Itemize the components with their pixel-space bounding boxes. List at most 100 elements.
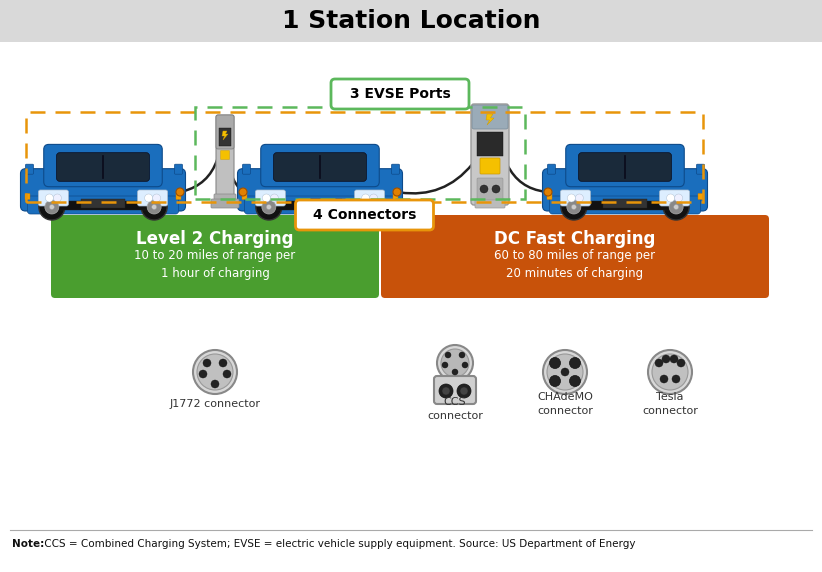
Circle shape (677, 359, 685, 367)
Circle shape (147, 200, 161, 214)
Circle shape (648, 350, 692, 394)
FancyBboxPatch shape (561, 190, 590, 206)
FancyBboxPatch shape (391, 164, 399, 174)
FancyBboxPatch shape (219, 128, 231, 146)
Text: 4 Connectors: 4 Connectors (313, 208, 416, 222)
FancyBboxPatch shape (547, 193, 552, 200)
FancyBboxPatch shape (295, 200, 433, 230)
Circle shape (543, 350, 587, 394)
FancyBboxPatch shape (480, 158, 500, 174)
Circle shape (219, 359, 227, 367)
Circle shape (570, 358, 580, 368)
Circle shape (437, 345, 473, 381)
FancyBboxPatch shape (434, 376, 476, 404)
Circle shape (45, 194, 53, 202)
Circle shape (442, 387, 450, 395)
Circle shape (211, 380, 219, 388)
Circle shape (655, 359, 663, 367)
FancyBboxPatch shape (39, 190, 68, 206)
Circle shape (203, 359, 211, 367)
FancyBboxPatch shape (578, 201, 672, 210)
Circle shape (567, 200, 581, 214)
Circle shape (452, 369, 458, 375)
FancyBboxPatch shape (472, 105, 508, 129)
FancyBboxPatch shape (137, 190, 168, 206)
Circle shape (544, 188, 552, 196)
Circle shape (669, 200, 683, 214)
FancyBboxPatch shape (354, 190, 385, 206)
FancyBboxPatch shape (698, 193, 703, 200)
FancyBboxPatch shape (659, 190, 690, 206)
Circle shape (480, 185, 488, 193)
FancyBboxPatch shape (477, 132, 503, 156)
FancyBboxPatch shape (566, 144, 684, 186)
Circle shape (561, 368, 569, 376)
FancyBboxPatch shape (176, 193, 181, 200)
Circle shape (570, 375, 580, 387)
Circle shape (547, 354, 583, 390)
Circle shape (368, 205, 374, 209)
Circle shape (262, 200, 276, 214)
FancyBboxPatch shape (57, 153, 150, 181)
Circle shape (575, 194, 584, 202)
FancyBboxPatch shape (475, 199, 505, 208)
FancyBboxPatch shape (51, 215, 379, 298)
Circle shape (492, 185, 500, 193)
FancyBboxPatch shape (0, 0, 822, 42)
FancyBboxPatch shape (273, 201, 367, 210)
Text: J1772 connector: J1772 connector (169, 399, 261, 409)
FancyBboxPatch shape (238, 169, 403, 211)
FancyBboxPatch shape (214, 194, 236, 203)
FancyBboxPatch shape (547, 164, 556, 174)
Circle shape (561, 194, 587, 220)
Text: DC Fast Charging: DC Fast Charging (494, 230, 656, 248)
FancyBboxPatch shape (21, 169, 186, 211)
Circle shape (441, 349, 469, 377)
Circle shape (270, 194, 279, 202)
Circle shape (53, 194, 62, 202)
Circle shape (197, 354, 233, 390)
Circle shape (266, 205, 271, 209)
Circle shape (362, 194, 370, 202)
FancyBboxPatch shape (261, 144, 379, 186)
Circle shape (567, 194, 575, 202)
FancyBboxPatch shape (216, 115, 234, 149)
Circle shape (49, 205, 54, 209)
FancyBboxPatch shape (242, 193, 247, 200)
Circle shape (364, 200, 378, 214)
FancyBboxPatch shape (174, 164, 182, 174)
FancyBboxPatch shape (393, 193, 398, 200)
Circle shape (45, 200, 59, 214)
FancyBboxPatch shape (44, 144, 162, 186)
Polygon shape (486, 114, 494, 125)
Circle shape (153, 194, 160, 202)
Circle shape (674, 205, 679, 209)
Circle shape (549, 358, 561, 368)
Circle shape (193, 350, 237, 394)
Circle shape (445, 352, 451, 358)
FancyBboxPatch shape (211, 199, 239, 208)
Text: CCS
connector: CCS connector (427, 398, 483, 420)
FancyBboxPatch shape (298, 199, 342, 208)
Circle shape (256, 194, 282, 220)
Circle shape (459, 352, 465, 358)
Circle shape (667, 194, 675, 202)
Text: 10 to 20 miles of range per
1 hour of charging: 10 to 20 miles of range per 1 hour of ch… (134, 248, 296, 280)
FancyBboxPatch shape (27, 196, 178, 214)
FancyBboxPatch shape (603, 199, 647, 208)
Circle shape (370, 194, 377, 202)
Text: Level 2 Charging: Level 2 Charging (136, 230, 293, 248)
Circle shape (358, 194, 384, 220)
Circle shape (672, 375, 680, 383)
FancyBboxPatch shape (696, 164, 704, 174)
FancyBboxPatch shape (220, 150, 229, 160)
Circle shape (660, 375, 668, 383)
Circle shape (457, 384, 471, 398)
Circle shape (223, 370, 231, 378)
Circle shape (662, 355, 670, 363)
FancyBboxPatch shape (331, 79, 469, 109)
Circle shape (199, 370, 207, 378)
FancyBboxPatch shape (274, 153, 367, 181)
Text: 3 EVSE Ports: 3 EVSE Ports (349, 87, 450, 101)
Circle shape (145, 194, 153, 202)
